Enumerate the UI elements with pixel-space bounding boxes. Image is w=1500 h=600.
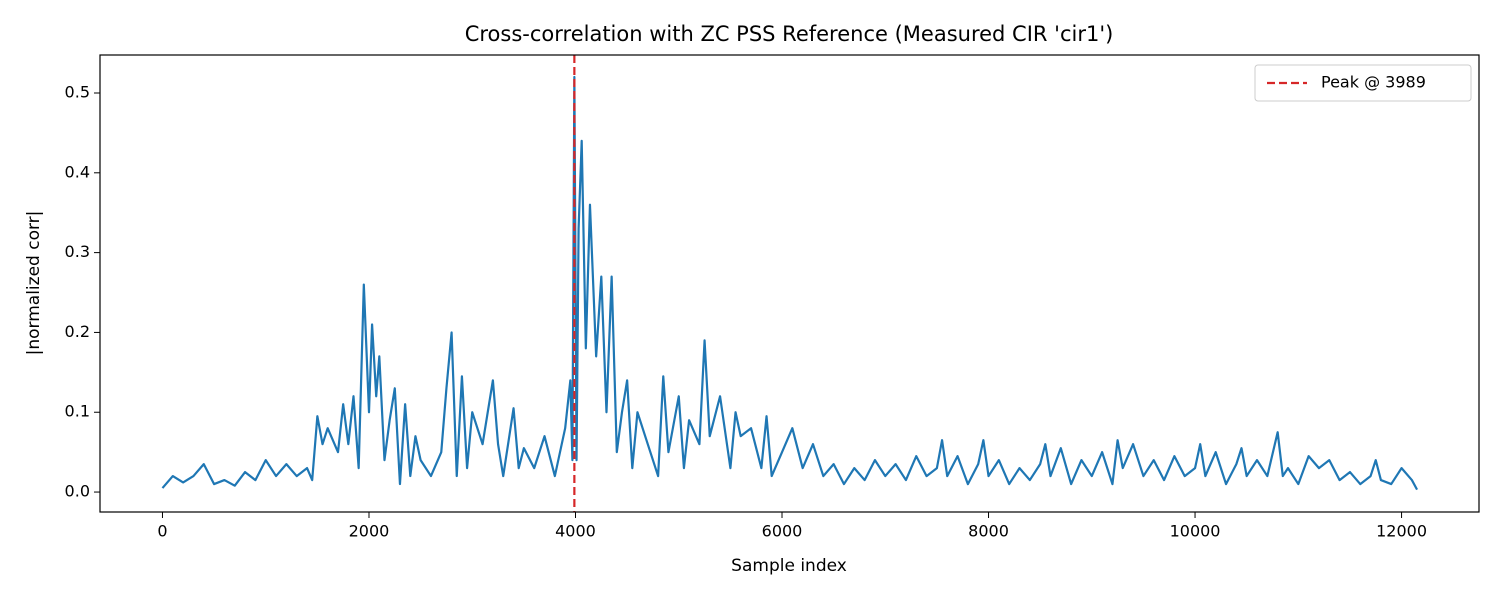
legend-label: Peak @ 3989 xyxy=(1321,73,1426,92)
x-tick-label: 0 xyxy=(157,522,167,541)
x-tick-label: 6000 xyxy=(762,522,803,541)
y-tick-label: 0.3 xyxy=(65,242,90,261)
legend-box xyxy=(1254,64,1472,102)
y-tick-label: 0.5 xyxy=(65,82,90,101)
chart-title: Cross-correlation with ZC PSS Reference … xyxy=(465,22,1114,46)
x-tick-label: 2000 xyxy=(349,522,390,541)
y-tick-label: 0.1 xyxy=(65,402,90,421)
y-axis-label: |normalized corr| xyxy=(24,211,44,356)
y-tick-label: 0.0 xyxy=(65,482,90,501)
y-tick-label: 0.4 xyxy=(65,162,90,181)
x-tick-label: 12000 xyxy=(1376,522,1427,541)
plot-frame xyxy=(99,54,1480,513)
y-tick-label: 0.2 xyxy=(65,322,90,341)
x-axis-label: Sample index xyxy=(731,556,847,576)
data-line xyxy=(161,75,1419,491)
x-tick-label: 8000 xyxy=(968,522,1009,541)
x-tick-label: 4000 xyxy=(555,522,596,541)
x-tick-label: 10000 xyxy=(1170,522,1221,541)
